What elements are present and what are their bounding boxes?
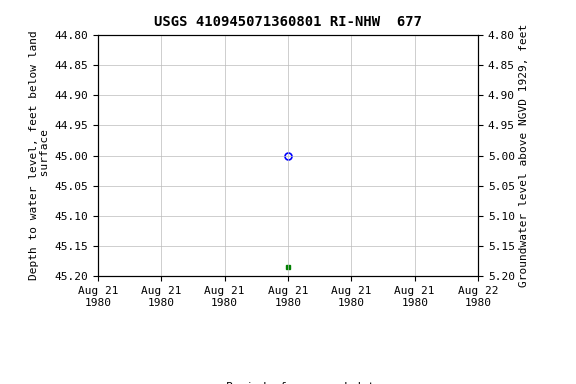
Y-axis label: Depth to water level, feet below land
 surface: Depth to water level, feet below land su…	[29, 31, 50, 280]
Y-axis label: Groundwater level above NGVD 1929, feet: Groundwater level above NGVD 1929, feet	[519, 24, 529, 287]
Title: USGS 410945071360801 RI-NHW  677: USGS 410945071360801 RI-NHW 677	[154, 15, 422, 29]
Legend: Period of approved data: Period of approved data	[191, 378, 385, 384]
